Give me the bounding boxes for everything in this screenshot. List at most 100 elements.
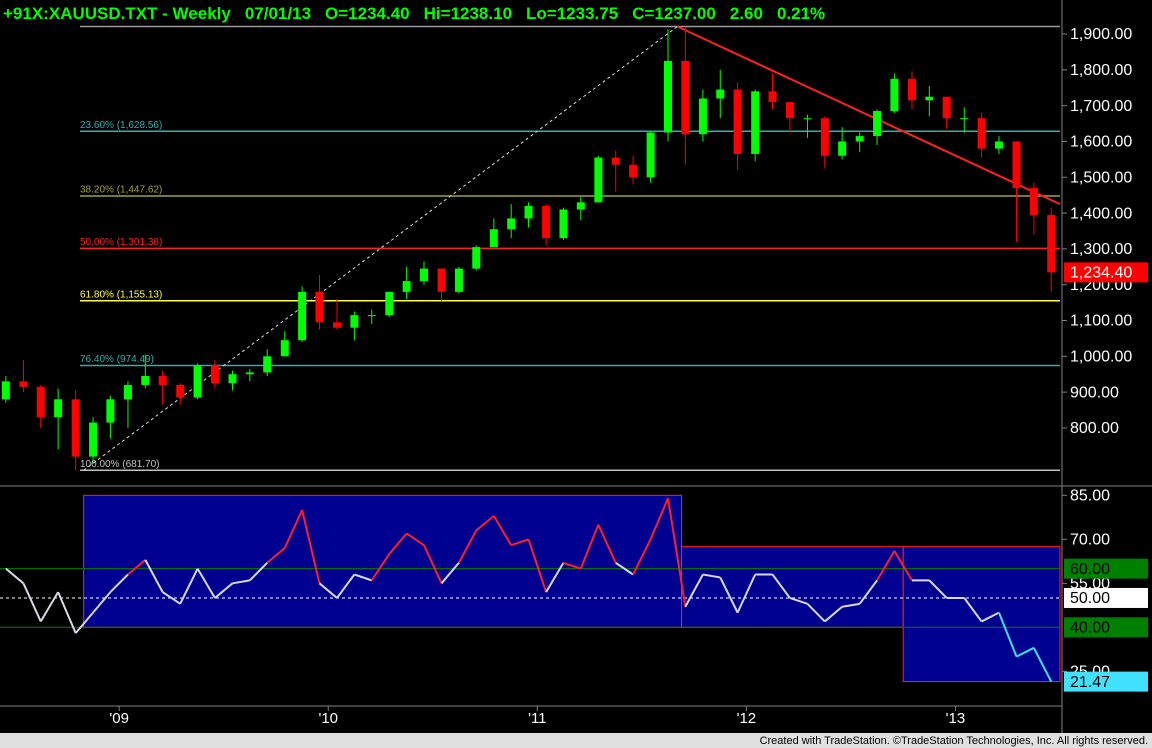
oscillator-segment xyxy=(283,509,304,549)
candle-body xyxy=(454,268,463,292)
candle-body xyxy=(263,356,272,373)
candle-body xyxy=(385,291,394,316)
candle-body xyxy=(228,374,237,384)
oscillator-segment xyxy=(196,568,216,599)
y-tick-label: 70.00 xyxy=(1070,532,1110,549)
oscillator-segment xyxy=(109,573,129,593)
y-tick-label: 1,800.00 xyxy=(1070,62,1132,79)
candle-body xyxy=(54,399,63,418)
region xyxy=(902,546,1061,683)
level-label: 40.00 xyxy=(1070,620,1110,637)
candle-body xyxy=(489,229,498,248)
oscillator-segment xyxy=(981,611,1000,623)
header: +91X:XAUUSD.TXT - Weekly 07/01/13 O=1234.4… xyxy=(3,4,825,23)
header-item: +91X:XAUUSD.TXT - Weekly xyxy=(3,4,231,23)
oscillator-segment xyxy=(144,559,164,593)
oscillator-segment xyxy=(22,582,42,622)
oscillator-segment xyxy=(370,553,391,581)
fib-label: 100.00% (681.70) xyxy=(80,459,160,470)
y-tick-label: 800.00 xyxy=(1070,420,1119,437)
x-tick-label: '10 xyxy=(318,710,338,727)
oscillator-segment xyxy=(597,524,617,564)
last-price: 1,234.40 xyxy=(1070,265,1132,282)
header-item: 07/01/13 xyxy=(245,4,311,23)
oscillator-segment xyxy=(179,568,199,605)
oscillator-segment xyxy=(354,573,373,582)
oscillator-segment xyxy=(684,574,704,608)
candle-body xyxy=(855,136,864,142)
fib-label: 61.80% (1,155.13) xyxy=(80,289,162,300)
candle-body xyxy=(315,291,324,323)
oscillator-segment xyxy=(458,530,478,564)
footer: Created with TradeStation. ©TradeStation… xyxy=(760,735,1148,747)
y-tick-label: 1,000.00 xyxy=(1070,349,1132,366)
header-item: C=1237.00 xyxy=(632,4,716,23)
oscillator-segment xyxy=(388,532,408,555)
candle-body xyxy=(193,365,202,398)
candle-body xyxy=(977,118,986,149)
candle-body xyxy=(420,268,428,282)
candle-body xyxy=(1047,214,1056,273)
candle-body xyxy=(106,399,115,423)
oscillator-segment xyxy=(492,515,513,546)
header-item: 0.21% xyxy=(777,4,825,23)
oscillator-segment xyxy=(510,538,529,547)
header-text: +91X:XAUUSD.TXT - Weekly 07/01/13 O=1234.4… xyxy=(3,4,825,23)
oscillator-segment xyxy=(771,573,791,599)
region xyxy=(681,546,904,628)
candle-body xyxy=(350,315,359,328)
y-tick-label: 1,100.00 xyxy=(1070,313,1132,330)
oscillator-segment xyxy=(266,547,286,564)
candle-body xyxy=(663,60,672,133)
candle-body xyxy=(838,141,847,156)
candle-body xyxy=(542,205,551,239)
level-label: 60.00 xyxy=(1070,561,1110,578)
candle-body xyxy=(89,422,98,457)
candle-body xyxy=(576,202,585,210)
level-label-box xyxy=(1064,617,1148,638)
y-tick-label: 1,700.00 xyxy=(1070,98,1132,115)
y-tick-label: 1,300.00 xyxy=(1070,241,1132,258)
candle-body xyxy=(820,118,829,156)
oscillator-segment xyxy=(527,539,548,593)
y-tick-label: 85.00 xyxy=(1070,488,1110,505)
region xyxy=(83,494,683,628)
candle-body xyxy=(472,247,481,269)
candle-body xyxy=(176,384,185,398)
candle-body xyxy=(123,384,132,400)
candle-body xyxy=(210,365,219,384)
y-tick-label: 1,600.00 xyxy=(1070,134,1132,151)
level-label-box xyxy=(1064,558,1148,579)
candle-body xyxy=(785,102,794,119)
oscillator-segment xyxy=(423,544,443,584)
candle-body xyxy=(611,157,620,165)
candle-body xyxy=(942,96,951,119)
header-item: O=1234.40 xyxy=(325,4,410,23)
oscillator-segment xyxy=(440,562,460,584)
oscillator-segment xyxy=(632,538,652,575)
candle-body xyxy=(803,118,812,120)
header-item: 2.60 xyxy=(730,4,763,23)
candle-body xyxy=(141,376,150,385)
candle-body xyxy=(716,89,725,99)
oscillator-segment xyxy=(579,524,600,570)
oscillator-segment xyxy=(249,562,268,582)
oscillator-segment xyxy=(841,602,860,608)
candle-body xyxy=(367,315,376,317)
oscillator-segment xyxy=(563,561,582,570)
candle-body xyxy=(751,91,760,154)
candle-body xyxy=(733,89,742,154)
candle-body xyxy=(1029,188,1038,215)
oscillator-segment xyxy=(318,582,338,599)
candle-body xyxy=(646,132,655,178)
level-label-box xyxy=(1064,587,1148,608)
oscillator-segment xyxy=(475,515,495,532)
candle-body xyxy=(873,111,882,137)
oscillator-segment xyxy=(719,576,739,614)
oscillator-segment xyxy=(39,591,59,622)
oscillator-segment xyxy=(406,532,425,547)
oscillator-segment xyxy=(963,597,983,623)
candle-body xyxy=(907,78,916,101)
oscillator-segment xyxy=(214,582,234,599)
